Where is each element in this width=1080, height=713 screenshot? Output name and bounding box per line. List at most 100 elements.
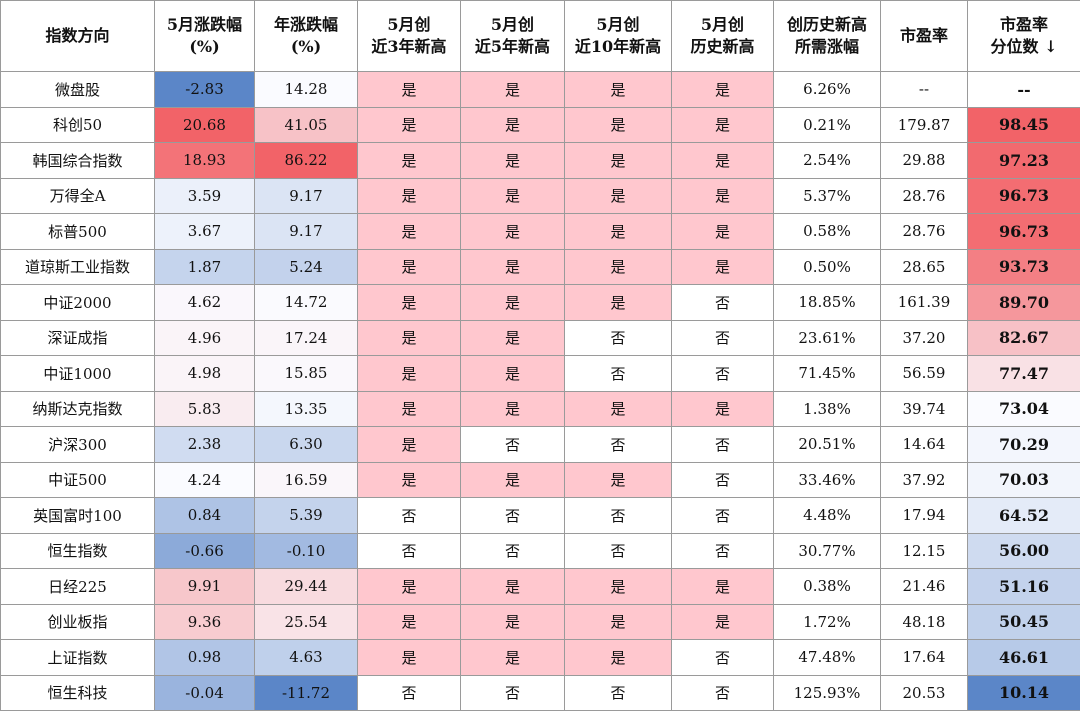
may-change-cell: 4.98 xyxy=(154,355,255,392)
high-10y-cell: 否 xyxy=(564,426,672,463)
column-header-line: (%) xyxy=(189,37,220,56)
pe-percentile-cell: 46.61 xyxy=(967,639,1080,676)
high-5y-cell: 否 xyxy=(460,532,565,569)
needed-gain-cell: 20.51% xyxy=(773,426,881,463)
may-change-cell: 3.59 xyxy=(154,177,255,214)
may-change-cell: 9.36 xyxy=(154,603,255,640)
high-5y-cell: 是 xyxy=(460,355,565,392)
column-header-line: 5月涨跌幅 xyxy=(166,15,243,34)
pe-ratio-cell: 29.88 xyxy=(880,142,968,179)
index-name-cell: 中证1000 xyxy=(0,355,155,392)
index-name-cell: 中证2000 xyxy=(0,284,155,321)
year-change-cell: 16.59 xyxy=(254,461,358,498)
column-header-line: 市盈率 xyxy=(999,15,1048,34)
may-change-cell: 18.93 xyxy=(154,142,255,179)
pe-percentile-cell: 93.73 xyxy=(967,248,1080,285)
pe-percentile-cell: 73.04 xyxy=(967,390,1080,427)
may-change-cell: 20.68 xyxy=(154,106,255,143)
high-all-time-cell: 是 xyxy=(671,213,774,250)
high-10y-cell: 否 xyxy=(564,497,672,534)
needed-gain-cell: 6.26% xyxy=(773,71,881,108)
pe-ratio-cell: 39.74 xyxy=(880,390,968,427)
pe-ratio-cell: 56.59 xyxy=(880,355,968,392)
high-3y-cell: 是 xyxy=(357,426,461,463)
column-header[interactable]: 5月创 历史新高 xyxy=(671,0,774,72)
may-change-cell: 3.67 xyxy=(154,213,255,250)
pe-ratio-cell: 179.87 xyxy=(880,106,968,143)
pe-percentile-cell: 10.14 xyxy=(967,674,1080,711)
high-5y-cell: 是 xyxy=(460,71,565,108)
table-row: 恒生指数 -0.66 -0.10 否否否否 30.77% 12.15 56.00 xyxy=(0,532,1080,569)
pe-percentile-cell: 82.67 xyxy=(967,319,1080,356)
column-header-line: 市盈率 xyxy=(899,26,948,45)
high-all-time-cell: 否 xyxy=(671,426,774,463)
high-5y-cell: 是 xyxy=(460,177,565,214)
index-name-cell: 道琼斯工业指数 xyxy=(0,248,155,285)
table-row: 沪深300 2.38 6.30 是否否否 20.51% 14.64 70.29 xyxy=(0,426,1080,463)
may-change-cell: -2.83 xyxy=(154,71,255,108)
needed-gain-cell: 23.61% xyxy=(773,319,881,356)
column-header-line: 指数方向 xyxy=(45,26,110,45)
high-10y-cell: 是 xyxy=(564,213,672,250)
year-change-cell: 13.35 xyxy=(254,390,358,427)
column-header[interactable]: 市盈率 xyxy=(880,0,968,72)
pe-percentile-cell: 70.03 xyxy=(967,461,1080,498)
table-row: 英国富时100 0.84 5.39 否否否否 4.48% 17.94 64.52 xyxy=(0,497,1080,534)
high-3y-cell: 是 xyxy=(357,390,461,427)
pe-ratio-cell: 21.46 xyxy=(880,568,968,605)
high-3y-cell: 是 xyxy=(357,603,461,640)
column-header[interactable]: 5月创近10年新高 xyxy=(564,0,672,72)
index-name-cell: 恒生科技 xyxy=(0,674,155,711)
needed-gain-cell: 18.85% xyxy=(773,284,881,321)
may-change-cell: -0.04 xyxy=(154,674,255,711)
needed-gain-cell: 1.38% xyxy=(773,390,881,427)
needed-gain-cell: 125.93% xyxy=(773,674,881,711)
column-header-line: 近10年新高 xyxy=(574,37,662,56)
column-header[interactable]: 5月涨跌幅 (%) xyxy=(154,0,255,72)
high-5y-cell: 否 xyxy=(460,426,565,463)
needed-gain-cell: 2.54% xyxy=(773,142,881,179)
index-name-cell: 创业板指 xyxy=(0,603,155,640)
high-5y-cell: 是 xyxy=(460,248,565,285)
column-header[interactable]: 市盈率 分位数 ↓ xyxy=(967,0,1080,72)
high-5y-cell: 否 xyxy=(460,497,565,534)
pe-ratio-cell: 28.65 xyxy=(880,248,968,285)
high-3y-cell: 是 xyxy=(357,248,461,285)
high-5y-cell: 是 xyxy=(460,461,565,498)
high-all-time-cell: 是 xyxy=(671,603,774,640)
pe-percentile-cell: 97.23 xyxy=(967,142,1080,179)
year-change-cell: 14.72 xyxy=(254,284,358,321)
high-all-time-cell: 是 xyxy=(671,390,774,427)
high-10y-cell: 是 xyxy=(564,568,672,605)
may-change-cell: 2.38 xyxy=(154,426,255,463)
pe-ratio-cell: 17.94 xyxy=(880,497,968,534)
column-header[interactable]: 指数方向 xyxy=(0,0,155,72)
year-change-cell: -0.10 xyxy=(254,532,358,569)
pe-ratio-cell: 37.20 xyxy=(880,319,968,356)
pe-percentile-cell: 50.45 xyxy=(967,603,1080,640)
high-10y-cell: 是 xyxy=(564,639,672,676)
column-header-line: 5月创 xyxy=(596,15,640,34)
table-row: 中证1000 4.98 15.85 是是否否 71.45% 56.59 77.47 xyxy=(0,355,1080,392)
high-all-time-cell: 是 xyxy=(671,71,774,108)
index-name-cell: 科创50 xyxy=(0,106,155,143)
may-change-cell: 9.91 xyxy=(154,568,255,605)
column-header[interactable]: 创历史新高 所需涨幅 xyxy=(773,0,881,72)
high-all-time-cell: 否 xyxy=(671,674,774,711)
column-header[interactable]: 5月创 近3年新高 xyxy=(357,0,461,72)
pe-ratio-cell: 37.92 xyxy=(880,461,968,498)
high-5y-cell: 是 xyxy=(460,603,565,640)
pe-percentile-cell: 98.45 xyxy=(967,106,1080,143)
table-body: 微盘股 -2.83 14.28 是是是是 6.26% -- -- 科创50 20.68 41.05… xyxy=(0,71,1080,711)
column-header[interactable]: 5月创 近5年新高 xyxy=(460,0,565,72)
high-all-time-cell: 否 xyxy=(671,319,774,356)
year-change-cell: 41.05 xyxy=(254,106,358,143)
may-change-cell: 4.62 xyxy=(154,284,255,321)
high-10y-cell: 是 xyxy=(564,106,672,143)
pe-percentile-cell: 51.16 xyxy=(967,568,1080,605)
index-name-cell: 韩国综合指数 xyxy=(0,142,155,179)
column-header-line: 近3年新高 xyxy=(371,37,447,56)
column-header[interactable]: 年涨跌幅 (%) xyxy=(254,0,358,72)
table-row: 中证500 4.24 16.59 是是是否 33.46% 37.92 70.03 xyxy=(0,461,1080,498)
high-5y-cell: 是 xyxy=(460,284,565,321)
